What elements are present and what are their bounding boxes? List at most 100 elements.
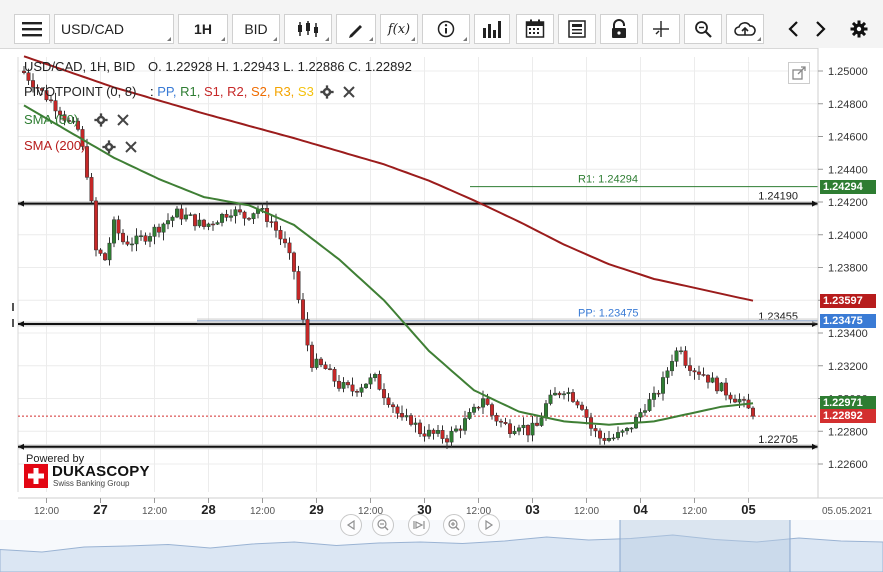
sma50-line[interactable] [23, 104, 754, 426]
sma200-close-icon[interactable] [125, 141, 137, 153]
indicators-button[interactable]: f(x) [380, 14, 418, 44]
powered-by: Powered by [26, 453, 85, 465]
candle [355, 389, 359, 397]
candle [143, 232, 148, 245]
crosshair-button[interactable] [642, 14, 680, 44]
candle [728, 392, 733, 404]
candle [517, 424, 521, 436]
time-tick-label: 12:00 [142, 506, 167, 517]
navigator-window[interactable] [620, 520, 790, 572]
candle [562, 391, 566, 400]
price-axis[interactable]: 1.25000 1.24800 1.24600 1.24400 1.24200 1.240… [817, 48, 883, 500]
share-button[interactable] [726, 14, 764, 44]
price-tick-label: 1.24400 [828, 164, 868, 176]
candle [431, 428, 436, 440]
pivot-close-icon[interactable] [343, 86, 355, 98]
level-arrow-left [18, 320, 24, 327]
navigator[interactable] [0, 520, 883, 572]
sma200-line[interactable] [23, 55, 754, 302]
candle [301, 293, 305, 325]
time-tick-label: 28 [201, 502, 215, 517]
draw-button[interactable] [336, 14, 376, 44]
scroll-left-button[interactable] [340, 514, 362, 536]
legend-instrument: USD/CAD, 1H, BID [24, 59, 136, 74]
candle [193, 213, 197, 231]
candle [661, 371, 665, 401]
settings-button[interactable] [846, 14, 872, 44]
candle [346, 380, 350, 389]
fit-button[interactable] [408, 514, 430, 536]
time-axis-bg [0, 498, 883, 520]
info-button[interactable] [422, 14, 470, 44]
news-button[interactable] [558, 14, 596, 44]
candle [296, 265, 301, 304]
candle [67, 117, 71, 124]
calendar-button[interactable] [516, 14, 554, 44]
candlestick-icon [298, 21, 318, 37]
candle [242, 210, 247, 226]
candle [499, 418, 503, 428]
next-button[interactable] [808, 14, 834, 44]
next-icon [816, 21, 826, 37]
bars-button[interactable] [474, 14, 510, 44]
dropdown-corner-icon [167, 37, 171, 41]
candle [166, 213, 170, 230]
pivot-band [197, 318, 818, 324]
time-axis[interactable]: 12:00 27 12:00 28 12:00 29 12:00 30 12:00 03 12:00… [0, 497, 883, 520]
candle [332, 367, 337, 387]
candle [382, 383, 386, 405]
candle [134, 228, 139, 252]
info-icon [437, 20, 455, 38]
candle [161, 222, 166, 241]
lock-button[interactable] [600, 14, 638, 44]
symbol-selector[interactable]: USD/CAD [54, 14, 174, 44]
price-tag: 1.23475 [820, 313, 876, 328]
dropdown-corner-icon [221, 37, 225, 41]
time-tick-label: 04 [633, 502, 648, 517]
lock-icon [612, 19, 626, 38]
time-tick-label: 12:00 [682, 506, 707, 517]
dukascopy-logo[interactable]: DUKASCOPY Swiss Banking Group [24, 463, 149, 490]
time-tick-label: 30 [417, 502, 431, 517]
prev-button[interactable] [780, 14, 806, 44]
candle [229, 209, 233, 222]
legend-pivot-levels: : PP, R1, S1, R2, S2, R3, S3 [150, 84, 314, 99]
sma50-settings-icon[interactable] [94, 113, 108, 127]
candle [751, 406, 755, 420]
chart-type-button[interactable] [284, 14, 332, 44]
candle [337, 374, 341, 392]
side-selector[interactable]: BID [232, 14, 280, 44]
zoom-out-button[interactable] [372, 514, 394, 536]
pivot-level-s2: S2, [250, 84, 275, 99]
candle [404, 408, 409, 421]
timeframe-selector[interactable]: 1H [178, 14, 228, 44]
zoom-in-button[interactable] [443, 514, 465, 536]
pivot-settings-icon[interactable] [320, 85, 334, 99]
candle [35, 84, 40, 95]
chart-area[interactable]: 1.24190 1.23455 1.22705 R1: 1.24294 PP: 1.23… [0, 48, 883, 572]
sma50-close-icon[interactable] [117, 114, 129, 126]
candle [26, 68, 31, 86]
menu-button[interactable] [14, 14, 50, 44]
candle [422, 426, 427, 442]
candle [454, 425, 458, 433]
candle [674, 347, 679, 367]
candle [373, 372, 377, 382]
candle [638, 408, 643, 423]
time-tick-label: 12:00 [358, 506, 383, 517]
zoom-button[interactable] [684, 14, 722, 44]
candle [571, 388, 575, 403]
candle [530, 416, 535, 442]
candle [256, 205, 260, 219]
candle [98, 248, 103, 256]
candle [377, 370, 382, 391]
candle [706, 374, 710, 389]
candle [287, 237, 292, 260]
popout-button[interactable] [788, 62, 810, 84]
candle [445, 434, 449, 450]
pivot-label: PP: 1.23475 [578, 308, 639, 320]
scroll-right-button[interactable] [478, 514, 500, 536]
sma200-settings-icon[interactable] [102, 140, 116, 154]
candle [427, 424, 431, 440]
